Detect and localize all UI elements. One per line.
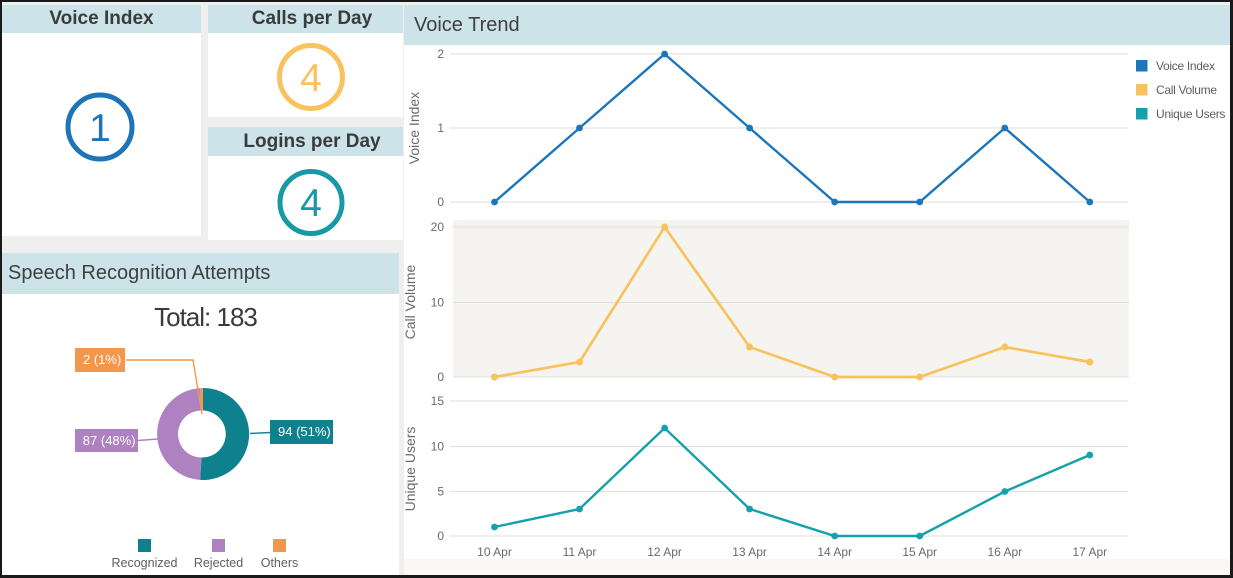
svg-text:10 Apr: 10 Apr [477, 545, 512, 559]
svg-text:Voice Index: Voice Index [1156, 59, 1215, 73]
svg-text:Rejected: Rejected [194, 556, 243, 570]
svg-text:Others: Others [261, 556, 299, 570]
svg-text:16 Apr: 16 Apr [987, 545, 1022, 559]
svg-text:4: 4 [300, 57, 322, 100]
svg-text:0: 0 [437, 195, 444, 209]
svg-text:Unique Users: Unique Users [402, 427, 418, 512]
svg-text:20: 20 [431, 220, 445, 234]
svg-text:15 Apr: 15 Apr [902, 545, 937, 559]
svg-text:1: 1 [89, 107, 111, 150]
svg-text:Call Volume: Call Volume [1156, 83, 1217, 97]
svg-text:Voice Index: Voice Index [406, 92, 422, 164]
svg-text:Recognized: Recognized [111, 556, 177, 570]
svg-text:10: 10 [431, 440, 445, 454]
svg-text:2: 2 [437, 47, 444, 61]
svg-text:11 Apr: 11 Apr [563, 545, 597, 559]
svg-text:1: 1 [437, 121, 444, 135]
svg-text:Unique Users: Unique Users [1156, 107, 1225, 121]
svg-text:17 Apr: 17 Apr [1072, 545, 1107, 559]
svg-text:Call Volume: Call Volume [402, 264, 418, 339]
svg-text:14 Apr: 14 Apr [817, 545, 852, 559]
svg-text:4: 4 [300, 182, 322, 225]
svg-text:5: 5 [437, 485, 444, 499]
svg-text:12 Apr: 12 Apr [647, 545, 682, 559]
svg-text:15: 15 [431, 394, 445, 408]
svg-text:10: 10 [431, 296, 445, 310]
svg-text:0: 0 [437, 529, 444, 543]
svg-text:13 Apr: 13 Apr [732, 545, 767, 559]
svg-text:0: 0 [437, 370, 444, 384]
